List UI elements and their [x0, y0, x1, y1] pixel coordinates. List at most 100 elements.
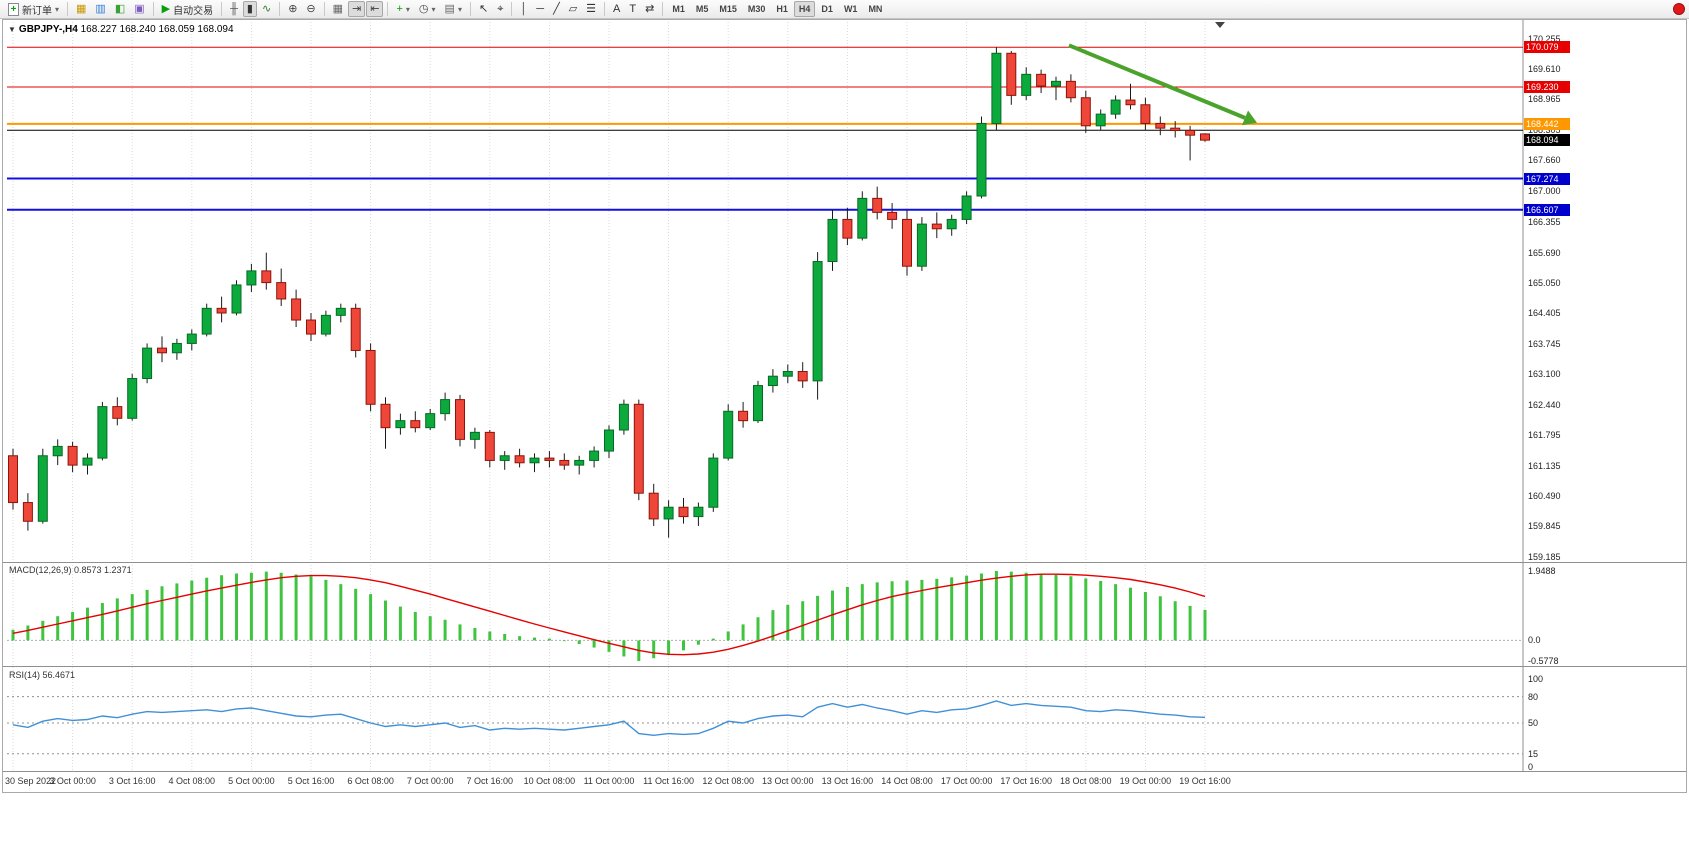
price-axis-label-168.965: 168.965: [1528, 94, 1561, 105]
new-order-button[interactable]: + 新订单 ▾: [4, 1, 63, 17]
candle-body: [410, 420, 421, 429]
navigator-button[interactable]: ◧: [111, 1, 129, 17]
candle-body: [902, 218, 912, 267]
fibonacci-button[interactable]: ☰: [582, 1, 600, 17]
auto-scroll-button[interactable]: ⇥: [348, 1, 366, 17]
fibonacci-icon: ☰: [586, 3, 597, 15]
candle-body: [484, 431, 495, 461]
candle-body: [52, 445, 63, 457]
timeframe-button-M30[interactable]: M30: [747, 4, 766, 14]
cursor-icon: ↖: [478, 3, 489, 15]
terminal-button[interactable]: ▣: [130, 1, 148, 17]
macd-indicator-label: MACD(12,26,9) 0.8573 1.2371: [9, 565, 132, 575]
vertical-line-icon: │: [520, 3, 528, 15]
candle-body: [1200, 133, 1210, 141]
terminal-icon: ▣: [134, 3, 145, 15]
vertical-line-button[interactable]: │: [516, 1, 531, 17]
toolbar: + 新订单 ▾ ▦ ▥ ◧ ▣ ▶ 自动交易 ╫ ▮ ∿ ⊕ ⊖ ▦ ⇥ ⇤ + ▾ ◷ ▾ ▤ ▾ ↖ ⌖ │ ─ ╱ ▱ ☰ A T ⇄ M1…: [0, 0, 1689, 19]
candle-body: [857, 197, 868, 239]
time-axis-label: 17 Oct 00:00: [940, 776, 993, 786]
candle-body: [574, 459, 585, 466]
candle-body: [82, 457, 93, 466]
price-axis-label-159.845: 159.845: [1528, 521, 1561, 532]
line-chart-button[interactable]: ∿: [258, 1, 275, 17]
zoom-out-icon: ⊖: [306, 3, 316, 15]
timeframe-button-M5[interactable]: M5: [695, 4, 709, 14]
crosshair-button[interactable]: ⌖: [493, 1, 507, 17]
trend-arrow-line[interactable]: [1068, 43, 1246, 120]
candle-body: [440, 399, 451, 415]
candle-body: [1021, 73, 1032, 96]
dropdown-arrow-icon: ▾: [405, 4, 410, 14]
chart-header: ▼ GBPJPY-,H4 168.227 168.240 168.059 168.…: [8, 24, 234, 35]
candle-body: [1125, 99, 1136, 106]
candle-body: [931, 223, 942, 230]
horizontal-line-button[interactable]: ─: [532, 1, 548, 17]
new-order-button-label: 新订单: [22, 5, 52, 17]
chart-shift-button[interactable]: ⇤: [366, 1, 384, 17]
trend-arrow-head: [1241, 110, 1258, 126]
timeframe-button-H1[interactable]: H1: [776, 4, 788, 14]
chart-plot[interactable]: [3, 20, 1687, 793]
price-axis-label-164.405: 164.405: [1528, 307, 1561, 318]
candle-body: [678, 506, 689, 518]
candle-body: [67, 445, 78, 466]
channel-icon: ▱: [568, 3, 578, 15]
candle-body: [320, 314, 331, 335]
tile-windows-button[interactable]: ▦: [329, 1, 347, 17]
templates-button[interactable]: ▤ ▾: [441, 1, 466, 17]
candle-body: [22, 502, 33, 522]
dropdown-arrow-icon: ▾: [431, 4, 436, 14]
timeframe-button-MN[interactable]: MN: [868, 4, 883, 14]
timeframe-button-D1[interactable]: D1: [821, 4, 833, 14]
candle-body: [261, 270, 272, 284]
candle-body: [216, 307, 227, 314]
crosshair-icon: ⌖: [497, 3, 504, 15]
text-label-button[interactable]: T: [625, 1, 640, 17]
candle-body: [1155, 122, 1166, 129]
timeframe-button-W1[interactable]: W1: [843, 4, 858, 14]
rsi-axis-label-80: 80: [1528, 691, 1539, 702]
market-watch-button[interactable]: ▦: [72, 1, 90, 17]
candle-body: [693, 506, 704, 518]
arrows-button[interactable]: ⇄: [641, 1, 658, 17]
candle-body: [559, 459, 570, 466]
candle-body: [469, 431, 480, 440]
timeframe-button-H4[interactable]: H4: [793, 1, 816, 17]
zoom-out-button[interactable]: ⊖: [302, 1, 319, 17]
periods-icon: ◷: [418, 3, 429, 15]
autotrading-button[interactable]: ▶ 自动交易: [158, 1, 217, 17]
toolbar-separator: [604, 2, 606, 16]
text-button[interactable]: A: [609, 1, 624, 17]
candlestick-button[interactable]: ▮: [242, 1, 257, 17]
toolbar-separator: [387, 2, 389, 16]
candle-body: [1110, 99, 1121, 115]
notification-icon[interactable]: [1673, 3, 1685, 15]
time-axis-label: 5 Oct 16:00: [287, 776, 335, 786]
collapse-icon[interactable]: ▼: [8, 25, 16, 34]
candle-body: [976, 122, 987, 197]
time-axis-label: 19 Oct 16:00: [1179, 776, 1231, 786]
candle-body: [782, 371, 793, 377]
candle-body: [1080, 97, 1091, 127]
timeframe-button-M15[interactable]: M15: [719, 4, 737, 14]
candle-body: [246, 270, 257, 286]
candle-body: [350, 307, 361, 351]
time-axis-label: 17 Oct 16:00: [1000, 776, 1052, 786]
periods-button[interactable]: ◷ ▾: [415, 1, 440, 17]
candle-body: [499, 455, 510, 461]
macd-signal-line: [12, 573, 1206, 656]
cursor-button[interactable]: ↖: [475, 1, 492, 17]
time-axis-label: 10 Oct 08:00: [523, 776, 576, 786]
data-window-button[interactable]: ▥: [91, 1, 109, 17]
timeframe-button-M1[interactable]: M1: [672, 4, 685, 14]
chart-frame: ▼ GBPJPY-,H4 168.227 168.240 168.059 168.…: [2, 19, 1687, 793]
zoom-in-button[interactable]: ⊕: [284, 1, 301, 17]
zoom-in-icon: ⊕: [288, 3, 298, 15]
candle-body: [589, 450, 600, 461]
bar-chart-button[interactable]: ╫: [226, 1, 242, 17]
trendline-button[interactable]: ╱: [549, 1, 564, 17]
indicators-button[interactable]: + ▾: [392, 1, 413, 17]
channel-button[interactable]: ▱: [565, 1, 581, 17]
rsi-axis-label-50: 50: [1528, 718, 1539, 728]
